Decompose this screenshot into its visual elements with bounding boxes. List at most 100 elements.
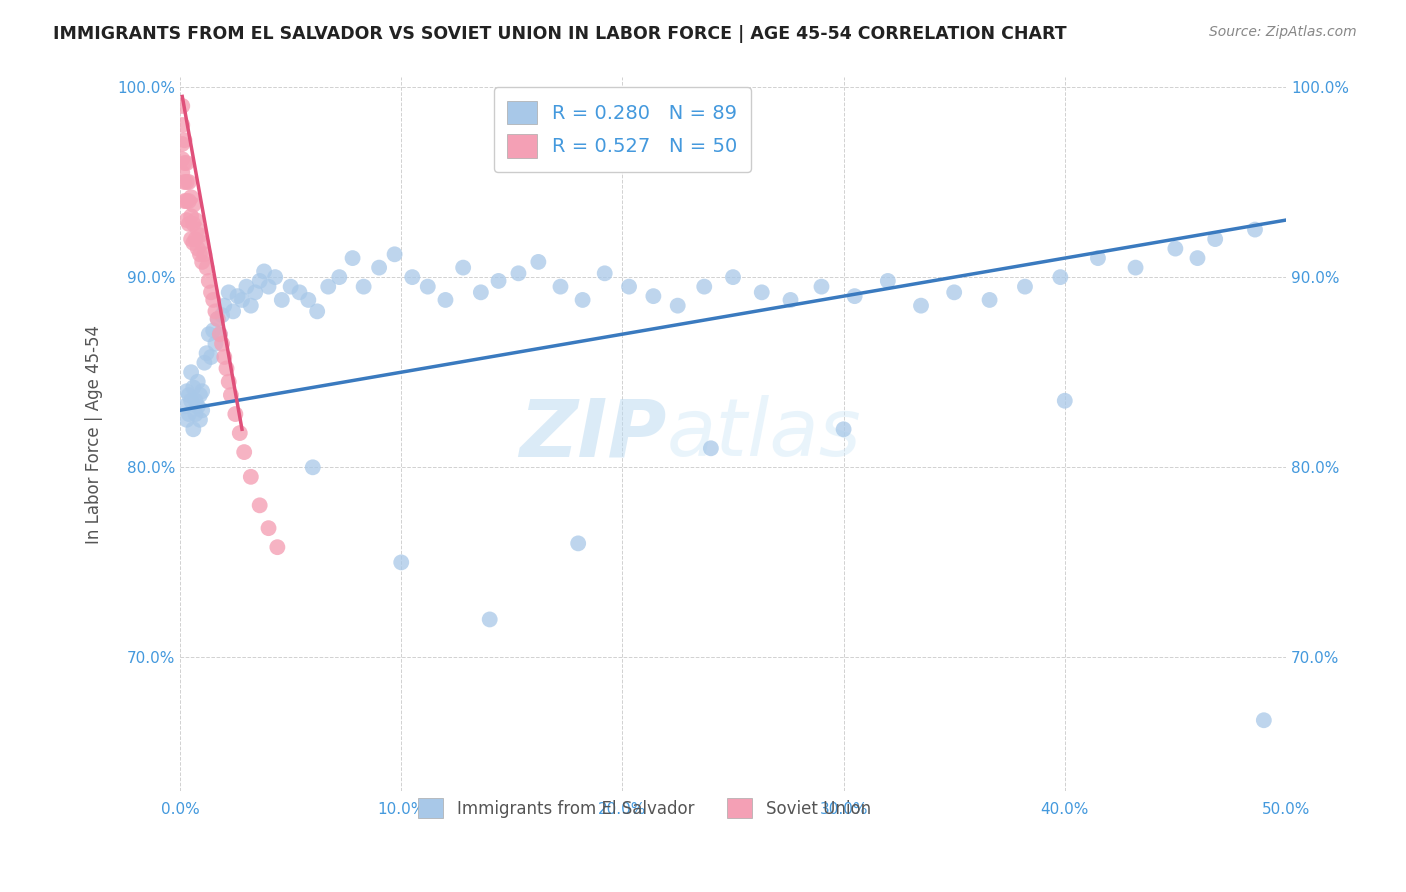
Point: [700, 442, 723, 456]
Point: [943, 285, 966, 300]
Point: [844, 289, 866, 303]
Point: [176, 194, 198, 208]
Point: [567, 536, 589, 550]
Point: [751, 285, 773, 300]
Point: [184, 232, 207, 246]
Point: [195, 260, 218, 275]
Point: [488, 274, 510, 288]
Point: [181, 235, 204, 250]
Point: [328, 270, 350, 285]
Point: [176, 175, 198, 189]
Point: [215, 361, 238, 376]
Point: [571, 293, 593, 307]
Point: [172, 152, 194, 166]
Point: [231, 293, 253, 307]
Point: [181, 422, 204, 436]
Point: [280, 279, 302, 293]
Point: [1164, 242, 1187, 256]
Point: [207, 312, 229, 326]
Point: [1087, 251, 1109, 265]
Point: [297, 293, 319, 307]
Point: [177, 175, 200, 189]
Point: [257, 521, 280, 535]
Point: [1244, 222, 1267, 236]
Point: [239, 470, 262, 484]
Point: [208, 327, 231, 342]
Point: [643, 289, 665, 303]
Point: [187, 400, 209, 414]
Point: [184, 393, 207, 408]
Point: [214, 299, 236, 313]
Point: [173, 175, 195, 189]
Point: [191, 235, 214, 250]
Point: [257, 279, 280, 293]
Point: [202, 323, 225, 337]
Point: [191, 403, 214, 417]
Point: [342, 251, 364, 265]
Point: [198, 327, 221, 342]
Point: [173, 194, 195, 208]
Point: [779, 293, 801, 307]
Point: [188, 228, 211, 243]
Point: [229, 426, 252, 441]
Point: [270, 293, 292, 307]
Point: [253, 264, 276, 278]
Point: [188, 413, 211, 427]
Point: [1014, 279, 1036, 293]
Point: [316, 279, 339, 293]
Text: Source: ZipAtlas.com: Source: ZipAtlas.com: [1209, 25, 1357, 39]
Point: [353, 279, 375, 293]
Point: [181, 198, 204, 212]
Point: [211, 308, 233, 322]
Point: [219, 388, 242, 402]
Point: [470, 285, 492, 300]
Point: [368, 260, 391, 275]
Point: [389, 555, 412, 569]
Point: [191, 255, 214, 269]
Point: [288, 285, 311, 300]
Point: [191, 384, 214, 399]
Point: [1053, 393, 1076, 408]
Point: [200, 350, 222, 364]
Point: [202, 293, 225, 307]
Point: [979, 293, 1001, 307]
Point: [181, 380, 204, 394]
Point: [214, 350, 236, 364]
Point: [249, 274, 271, 288]
Point: [204, 336, 226, 351]
Point: [176, 413, 198, 427]
Point: [1125, 260, 1147, 275]
Point: [218, 285, 240, 300]
Point: [264, 270, 287, 285]
Point: [301, 460, 323, 475]
Point: [193, 356, 215, 370]
Y-axis label: In Labor Force | Age 45-54: In Labor Force | Age 45-54: [86, 325, 103, 543]
Point: [173, 133, 195, 147]
Point: [198, 274, 221, 288]
Point: [173, 156, 195, 170]
Point: [1204, 232, 1226, 246]
Point: [177, 194, 200, 208]
Point: [200, 285, 222, 300]
Point: [195, 346, 218, 360]
Point: [527, 255, 550, 269]
Text: atlas: atlas: [666, 395, 862, 473]
Point: [245, 285, 267, 300]
Point: [204, 304, 226, 318]
Point: [180, 190, 202, 204]
Point: [434, 293, 457, 307]
Point: [239, 299, 262, 313]
Point: [180, 209, 202, 223]
Point: [401, 270, 423, 285]
Point: [876, 274, 898, 288]
Point: [176, 384, 198, 399]
Point: [177, 388, 200, 402]
Point: [184, 213, 207, 227]
Point: [508, 266, 530, 280]
Point: [226, 289, 249, 303]
Point: [721, 270, 744, 285]
Point: [177, 217, 200, 231]
Point: [1187, 251, 1209, 265]
Point: [384, 247, 406, 261]
Point: [176, 156, 198, 170]
